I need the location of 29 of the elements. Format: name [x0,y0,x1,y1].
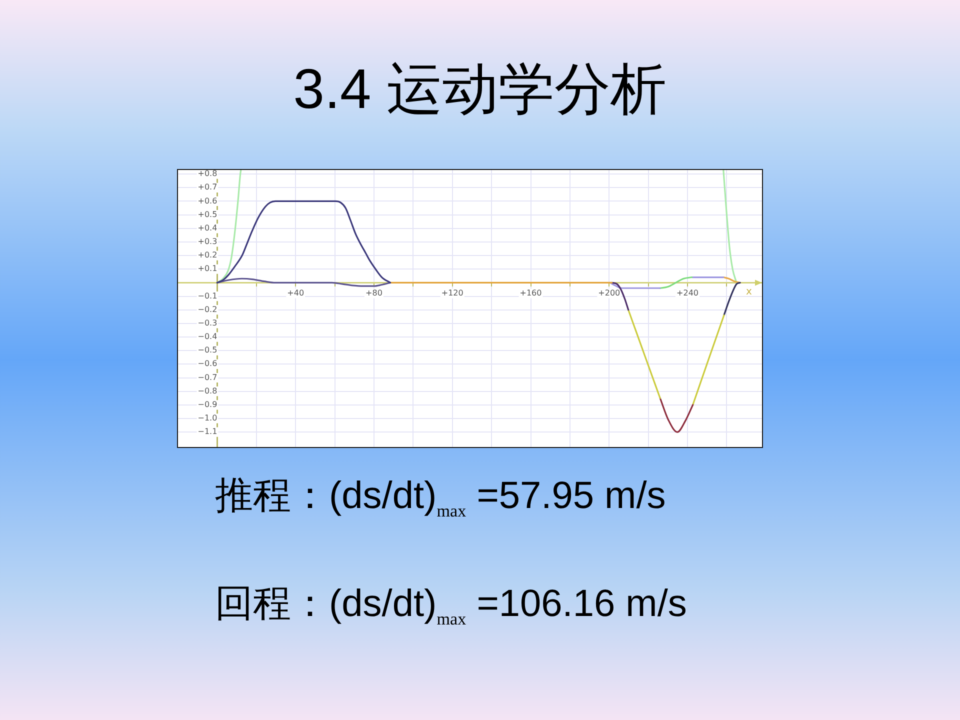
y-tick-label: −0.2 [198,304,218,314]
y-tick-label: +0.7 [198,182,218,192]
y-tick-label: −0.1 [198,291,218,300]
y-tick-label: +0.1 [198,264,218,274]
y-tick-label: +0.4 [198,223,218,232]
y-tick-label: +0.3 [198,237,218,246]
y-tick-label: −0.7 [198,372,218,382]
y-tick-label: −0.5 [198,346,218,355]
y-tick-label: −0.4 [198,332,218,342]
x-tick-label: +120 [441,288,464,298]
x-tick-label: +160 [520,288,542,298]
y-tick-label: −1.0 [198,414,218,423]
y-tick-label: −0.6 [198,359,218,368]
x-tick-label: +80 [366,288,382,298]
y-tick-label: +0.5 [198,210,218,219]
y-tick-label: −1.1 [198,427,218,436]
text: 回程：(ds/dt)$_{max}$ =106.16 m/s [215,582,687,630]
text: 推程：(ds/dt)$_{max}$ =57.95 m/s [215,474,666,522]
y-tick-label: +0.8 [198,169,218,178]
y-tick-label: −0.3 [198,318,218,328]
y-tick-label: −0.9 [198,400,218,409]
x-tick-label: +200 [598,288,620,298]
y-tick-label: +0.6 [198,196,218,206]
x-tick-label: +40 [287,288,304,298]
x-axis-title: x [746,286,752,298]
y-tick-label: +0.2 [198,250,218,260]
y-tick-label: −0.8 [198,386,218,396]
chart-title: 3.4 运动学分析 [292,57,668,120]
x-tick-label: +240 [676,288,699,298]
